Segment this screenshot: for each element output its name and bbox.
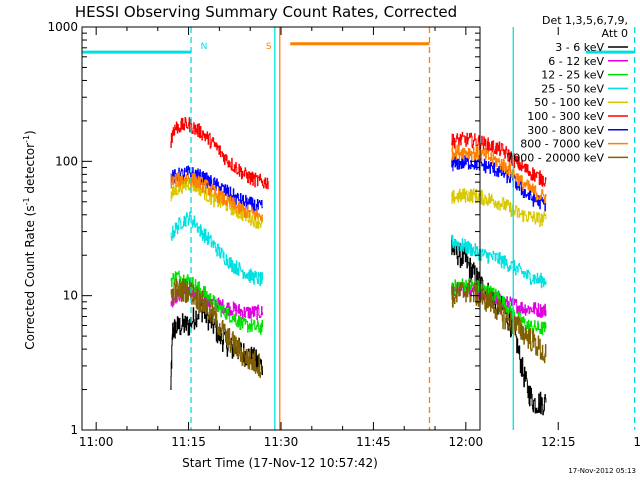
y-axis-label-sup1: -1 (22, 197, 31, 205)
y-axis-label: Corrected Count Rate (s-1 detector-1) (22, 130, 37, 349)
series-line-4-segment-1 (451, 188, 547, 227)
x-axis-label: Start Time (17-Nov-12 10:57:42) (182, 456, 378, 470)
y-axis-label-main: Corrected Count Rate (s (23, 205, 37, 349)
x-tick-label-6: 12:30 (633, 435, 640, 449)
series-line-7-segment-1 (451, 144, 547, 204)
legend-header-line-2: Att 0 (602, 27, 628, 40)
series-line-7-segment-0 (170, 172, 263, 222)
x-tick-label-3: 11:45 (356, 435, 391, 449)
series-line-8-segment-1 (451, 279, 547, 364)
chart-title: HESSI Observing Summary Count Rates, Cor… (75, 3, 457, 21)
series-line-8-segment-0 (170, 278, 263, 378)
flag-label-0: N (201, 42, 208, 52)
legend-entry-label-2: 12 - 25 keV (541, 69, 604, 82)
legend-entry-label-4: 50 - 100 keV (534, 96, 604, 109)
legend-entry-label-0: 3 - 6 keV (555, 41, 604, 54)
legend-entry-label-6: 300 - 800 keV (527, 124, 604, 137)
x-tick-label-5: 12:15 (541, 435, 576, 449)
x-tick-label-2: 11:30 (264, 435, 299, 449)
y-axis-label-sup2: -1 (22, 135, 31, 143)
series-line-0-segment-0 (170, 300, 263, 390)
y-tick-label-0: 1 (70, 423, 78, 437)
axes: 11:00 11:15 11:30 11:45 12:00 12:15 12:30 1 10 10… (47, 20, 640, 449)
series-line-5-segment-1 (451, 131, 547, 187)
legend-entry-label-1: 6 - 12 keV (548, 55, 604, 68)
x-tick-label-4: 12:00 (449, 435, 484, 449)
legend-entry-label-8: 7000 - 20000 keV (506, 151, 604, 164)
plot-frame (81, 26, 481, 431)
x-tick-label-1: 11:15 (171, 435, 206, 449)
series-line-5-segment-0 (170, 117, 270, 190)
series-line-3-segment-0 (170, 211, 263, 287)
legend-entry-label-5: 100 - 300 keV (527, 110, 604, 123)
x-tick-label-0: 11:00 (79, 435, 114, 449)
legend-entry-label-7: 800 - 7000 keV (520, 138, 604, 151)
y-tick-label-3: 1000 (47, 20, 78, 34)
legend-entry-label-3: 25 - 50 keV (541, 82, 604, 95)
y-axis-label-mid: detector (23, 143, 37, 198)
flag-label-1: S (266, 42, 272, 52)
y-tick-label-1: 10 (63, 289, 78, 303)
legend-header-line-1: Det 1,3,5,6,7,9, (542, 14, 628, 27)
y-tick-label-2: 100 (55, 154, 78, 168)
series-line-2-segment-1 (451, 278, 547, 336)
footer-date: 17-Nov-2012 05:13 (568, 467, 636, 475)
y-axis-label-end: ) (23, 130, 37, 135)
series-line-3-segment-1 (451, 234, 547, 289)
